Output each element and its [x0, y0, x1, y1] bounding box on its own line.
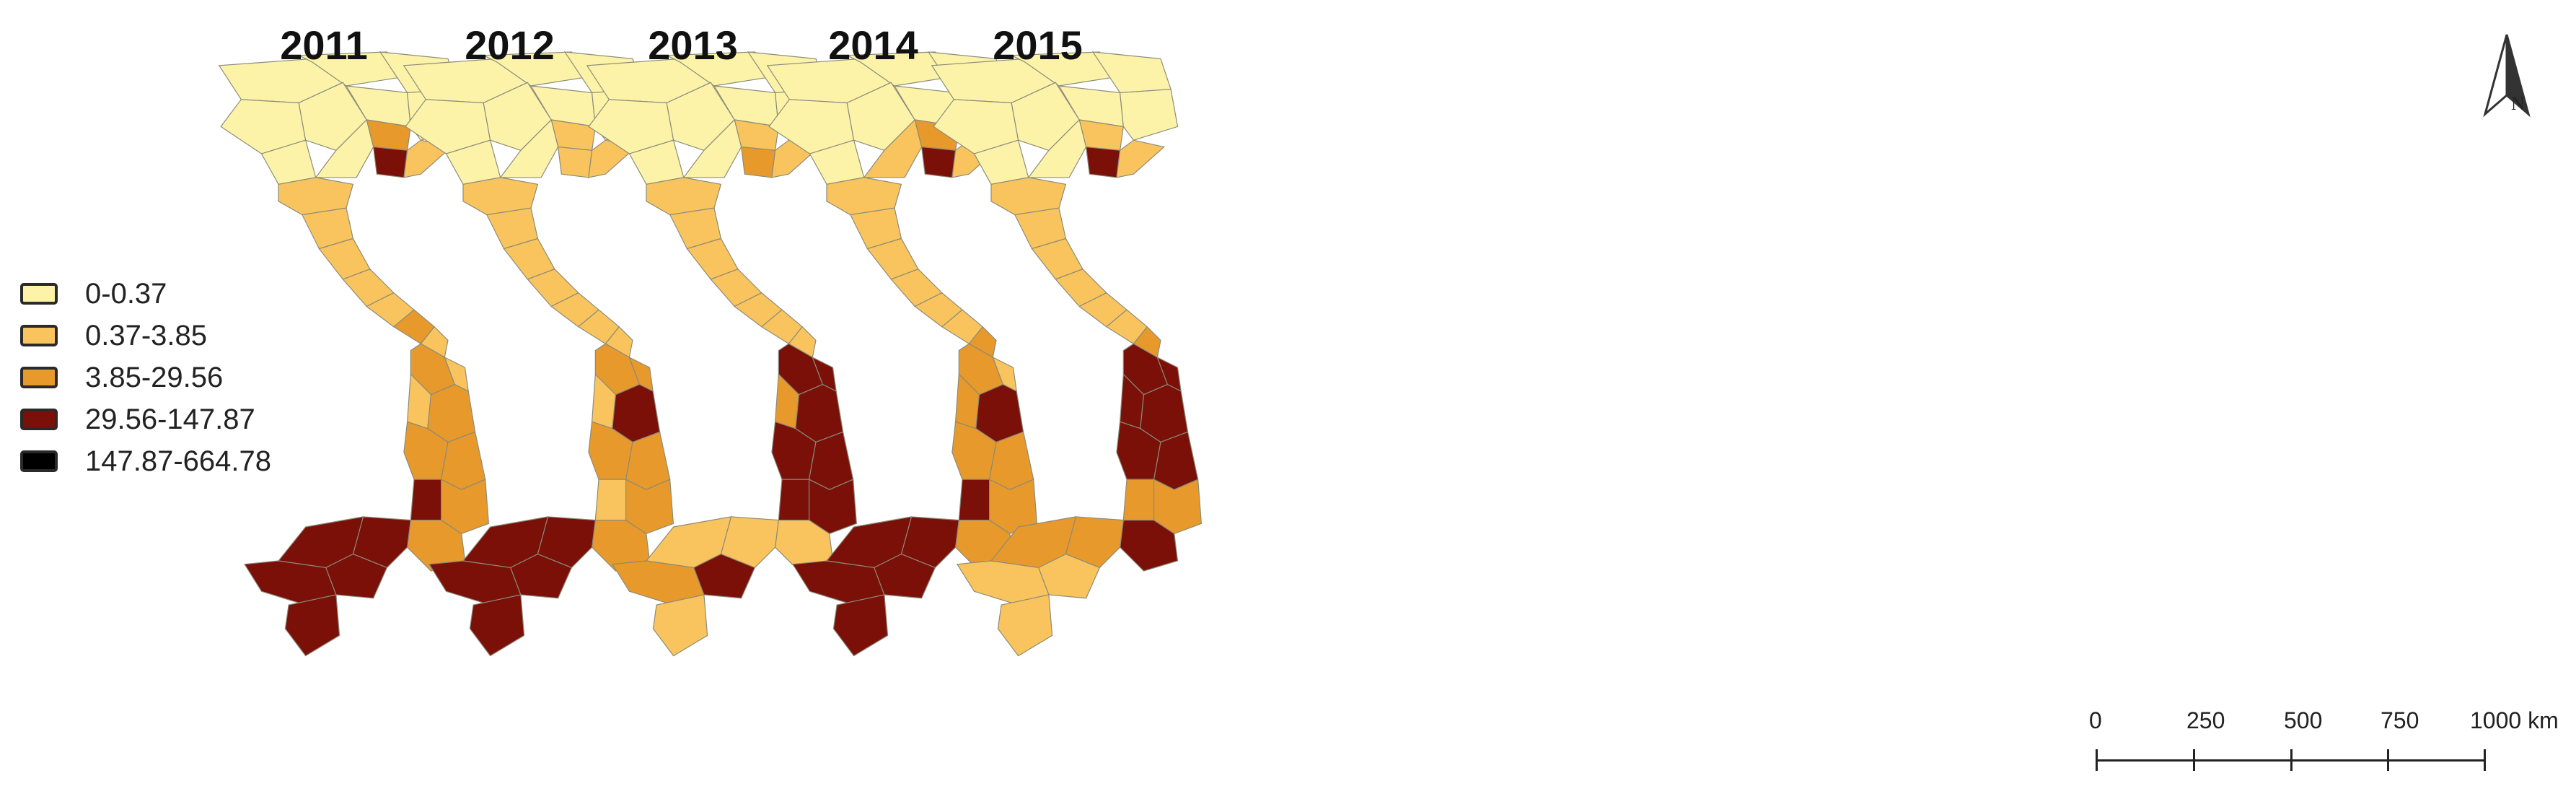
province-region	[920, 146, 957, 178]
province-region	[740, 146, 776, 178]
legend-item: 0-0.37	[20, 273, 338, 315]
year-title: 2011	[280, 22, 368, 68]
legend: 0-0.37 0.37-3.85 3.85-29.56 29.56-147.87 147…	[20, 273, 338, 482]
province-region	[372, 146, 408, 178]
province-region	[284, 594, 340, 657]
scale-tick	[2193, 749, 2195, 771]
province-region	[863, 118, 923, 178]
province-region	[483, 51, 597, 87]
province-region	[832, 594, 889, 657]
province-region	[1011, 51, 1125, 87]
scale-label: 750	[2381, 707, 2419, 733]
scale-label: 500	[2284, 707, 2323, 733]
province-region	[594, 479, 627, 521]
province-region	[1116, 139, 1165, 178]
scale-tick	[2096, 749, 2098, 771]
scale-label: 0	[2089, 707, 2102, 733]
scale-label: 250	[2186, 707, 2225, 733]
legend-item: 0.37-3.85	[20, 315, 338, 357]
scale-label: 1000 km	[2470, 707, 2559, 733]
province-region	[1027, 118, 1087, 178]
legend-swatch	[20, 325, 58, 346]
year-title: 2015	[993, 22, 1083, 68]
legend-item: 147.87-664.78	[20, 440, 338, 482]
province-region	[315, 118, 374, 178]
province-map	[403, 51, 674, 657]
legend-swatch	[20, 409, 58, 430]
legend-label: 0.37-3.85	[85, 319, 208, 352]
scale-tick	[2387, 749, 2389, 771]
province-region	[1085, 146, 1121, 178]
scale-tick	[2290, 749, 2293, 771]
province-map	[218, 51, 490, 657]
legend-label: 0-0.37	[85, 277, 167, 310]
north-arrow-label: N	[2511, 93, 2525, 114]
year-title: 2013	[648, 22, 738, 68]
north-arrow-icon: N	[2483, 34, 2531, 118]
province-region	[557, 146, 593, 178]
legend-swatch	[20, 367, 58, 388]
province-region	[846, 51, 960, 87]
province-region	[666, 51, 780, 87]
legend-label: 3.85-29.56	[85, 361, 224, 393]
province-region	[298, 51, 412, 87]
legend-label: 29.56-147.87	[85, 403, 255, 435]
scale-tick	[2484, 749, 2486, 771]
province-region	[997, 594, 1053, 657]
province-region	[469, 594, 525, 657]
province-region	[693, 553, 756, 599]
province-region	[682, 118, 742, 178]
province-region	[510, 553, 573, 599]
province-region	[652, 594, 708, 657]
province-region	[325, 553, 388, 599]
legend-item: 29.56-147.87	[20, 398, 338, 440]
legend-item: 3.85-29.56	[20, 357, 338, 398]
legend-swatch	[20, 283, 58, 305]
province-region	[1119, 89, 1179, 141]
legend-label: 147.87-664.78	[85, 445, 272, 477]
province-region	[958, 479, 990, 521]
year-title: 2012	[465, 22, 555, 68]
province-region	[874, 553, 936, 599]
legend-swatch	[20, 450, 58, 472]
year-title: 2014	[828, 22, 918, 68]
province-region	[1038, 553, 1101, 599]
scale-bar: 0 250 500 750 1000 km	[2076, 707, 2559, 794]
province-region	[499, 118, 559, 178]
province-map	[931, 51, 1203, 657]
province-region	[778, 479, 810, 521]
province-region	[410, 479, 442, 521]
province-region	[1122, 479, 1155, 521]
